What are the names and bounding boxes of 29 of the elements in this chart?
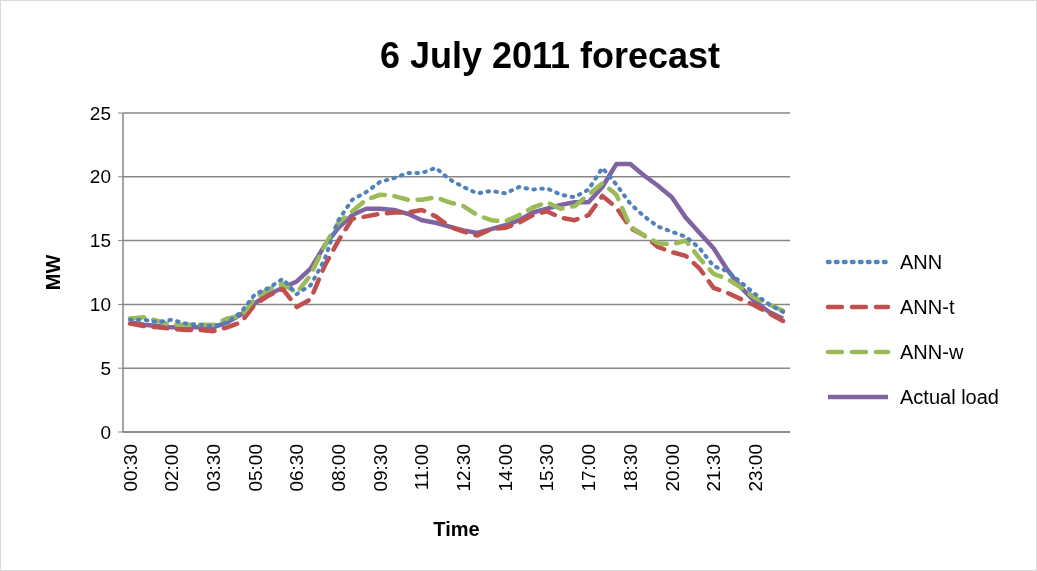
x-tick-label: 14:00 <box>494 444 516 492</box>
y-tick-label: 5 <box>100 357 111 379</box>
x-tick-label: 21:30 <box>703 444 725 492</box>
x-tick-label: 08:00 <box>328 444 350 492</box>
y-axis-title: MW <box>42 254 64 291</box>
x-tick-label: 12:30 <box>453 444 475 492</box>
y-tick-label: 20 <box>89 166 111 188</box>
legend-label: ANN <box>900 251 943 273</box>
y-tick-label: 15 <box>89 230 111 252</box>
x-tick-label: 15:30 <box>536 444 558 492</box>
y-tick-label: 25 <box>89 102 111 124</box>
y-tick-label: 0 <box>100 421 111 443</box>
x-tick-label: 18:30 <box>619 444 641 492</box>
legend-label: ANN-w <box>900 341 964 363</box>
x-tick-label: 09:30 <box>369 444 391 492</box>
x-tick-label: 23:00 <box>744 444 766 492</box>
x-tick-label: 06:30 <box>286 444 308 492</box>
y-tick-label: 10 <box>89 294 111 316</box>
chart-title: 6 July 2011 forecast <box>379 35 721 76</box>
x-tick-label: 17:00 <box>578 444 600 492</box>
legend-label: Actual load <box>900 386 999 408</box>
x-tick-label: 05:00 <box>244 444 266 492</box>
x-tick-label: 20:00 <box>661 444 683 492</box>
x-tick-label: 02:00 <box>161 444 183 492</box>
x-tick-label: 00:30 <box>119 444 141 492</box>
x-tick-label: 03:30 <box>202 444 224 492</box>
legend-label: ANN-t <box>900 296 955 318</box>
x-tick-label: 11:00 <box>411 444 433 491</box>
x-axis-title: Time <box>433 518 480 540</box>
